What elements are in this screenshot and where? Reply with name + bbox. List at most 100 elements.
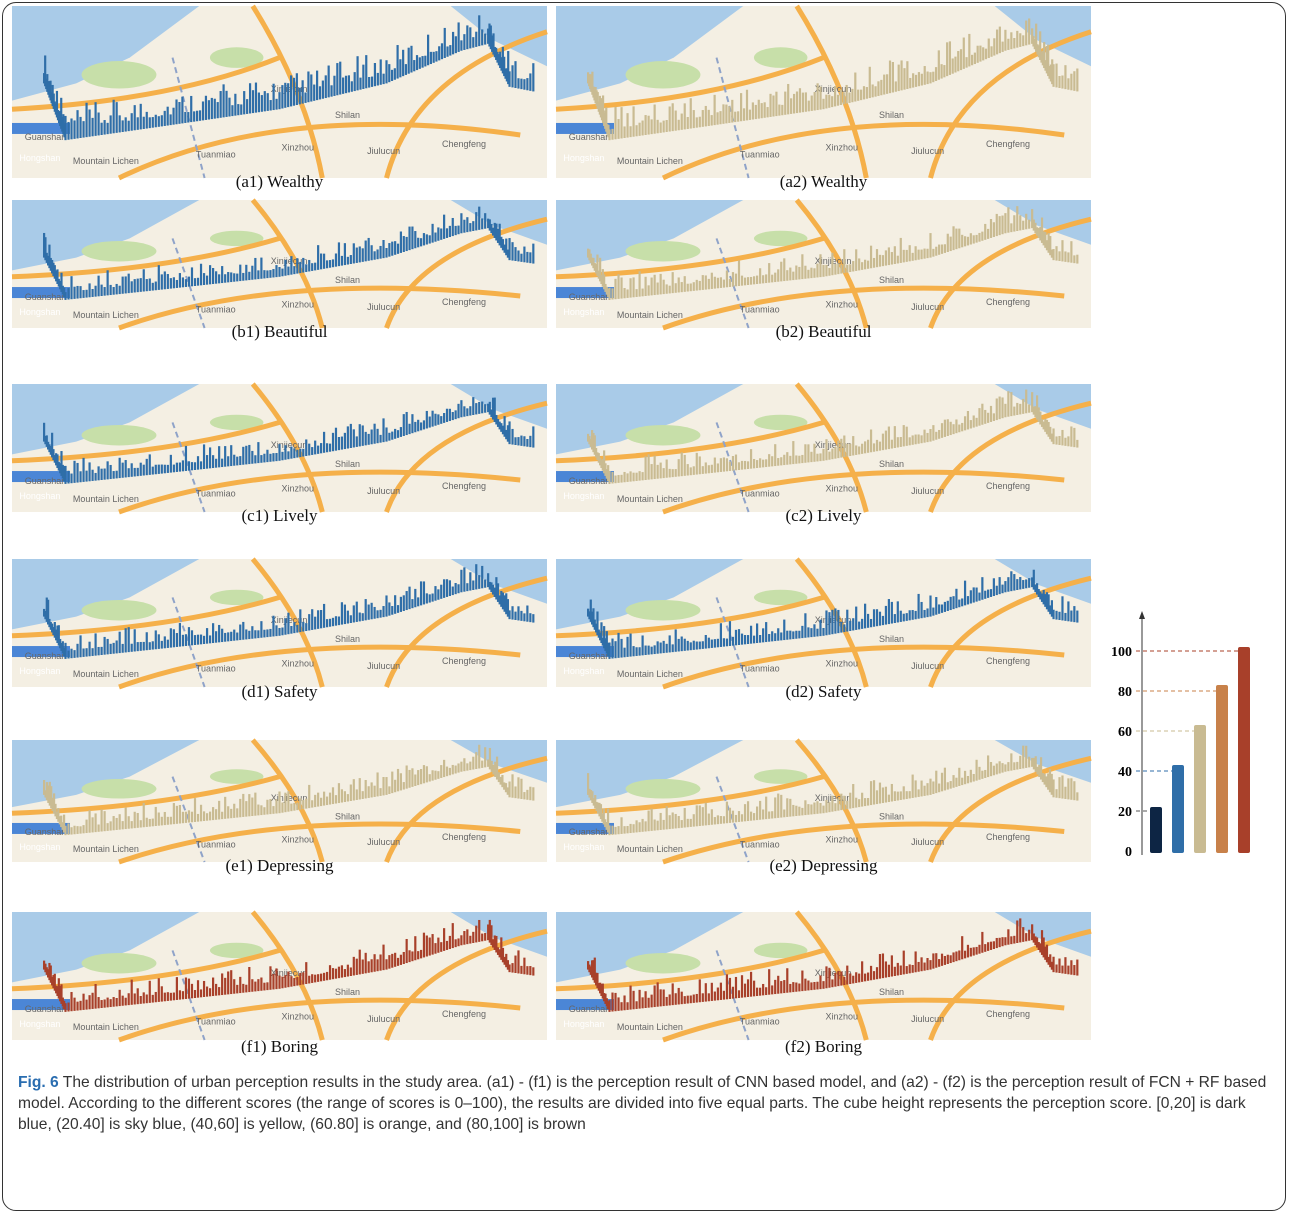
map-label: Tuanmiao [196,489,236,499]
map-panel: HongshanGuanshanMountain LichenTuanmiaoX… [556,912,1091,1040]
map-label: Xinzhou [282,300,315,310]
caption: Fig. 6 The distribution of urban percept… [18,1072,1276,1135]
caption-text: The distribution of urban perception res… [18,1074,1266,1133]
map-label: Chengfeng [442,139,486,149]
map-label: Xinzhou [826,142,859,152]
map-label: Mountain Lichen [617,494,683,504]
map-label: Shilan [335,459,360,469]
map-label: Guanshan [569,827,611,837]
map-label: Xinzhou [282,142,315,152]
map-label: Jiulucun [367,146,400,156]
map-label: Mountain Lichen [617,844,683,854]
map-label: Hongshan [563,307,604,317]
panel-label: (c1) Lively [242,506,318,525]
map-label: Hongshan [19,1019,60,1029]
panel-label: (e1) Depressing [225,856,334,875]
panel-label: (e2) Depressing [769,856,878,875]
map-label: Xinzhou [282,1012,315,1022]
park [82,61,157,89]
map-label: Xinzhou [826,659,859,669]
map-label: Tuanmiao [740,305,780,315]
bar [1172,765,1184,853]
panel-label: (b2) Beautiful [776,322,872,341]
map-label: Hongshan [563,153,604,163]
map-label: Xinjiecun [815,440,852,450]
map-label: Shilan [335,634,360,644]
map-label: Xinzhou [282,659,315,669]
map-label: Chengfeng [442,297,486,307]
map-label: Jiulucun [911,837,944,847]
map-label: Jiulucun [911,302,944,312]
map-label: Jiulucun [367,486,400,496]
park [626,779,701,799]
map-label: Mountain Lichen [73,844,139,854]
map-panel: HongshanGuanshanMountain LichenTuanmiaoX… [12,200,547,328]
y-tick-label: 40 [1118,765,1132,780]
map-label: Xinzhou [826,834,859,844]
map-label: Shilan [879,110,904,120]
map-label: Mountain Lichen [617,1022,683,1032]
panel-label: (b1) Beautiful [232,322,328,341]
map-label: Guanshan [569,132,611,142]
map-label: Hongshan [563,666,604,676]
map-label: Shilan [335,110,360,120]
map-label: Mountain Lichen [73,156,139,166]
panel-label: (d2) Safety [785,682,862,701]
caption-label: Fig. 6 [18,1074,59,1091]
map-label: Tuanmiao [740,1017,780,1027]
map-label: Jiulucun [367,302,400,312]
panel-label: (a2) Wealthy [780,172,868,191]
map-label: Chengfeng [442,656,486,666]
map-label: Hongshan [19,491,60,501]
axis-arrow [1139,611,1145,619]
map-label: Jiulucun [367,837,400,847]
park [82,600,157,620]
map-panel: HongshanGuanshanMountain LichenTuanmiaoX… [556,559,1091,687]
map-label: Chengfeng [986,1009,1030,1019]
map-label: Shilan [335,987,360,997]
map-label: Tuanmiao [740,664,780,674]
map-label: Jiulucun [911,146,944,156]
bar [1150,807,1162,853]
y-tick-label: 60 [1118,725,1132,740]
map-panel: HongshanGuanshanMountain LichenTuanmiaoX… [12,559,547,687]
map-panel: HongshanGuanshanMountain LichenTuanmiaoX… [12,912,547,1040]
map-label: Xinzhou [282,834,315,844]
map-label: Chengfeng [442,832,486,842]
map-label: Tuanmiao [740,839,780,849]
map-label: Shilan [879,459,904,469]
map-label: Mountain Lichen [73,310,139,320]
park [626,241,701,261]
y-tick-label: 80 [1118,685,1132,700]
map-label: Mountain Lichen [73,494,139,504]
map-label: Shilan [879,634,904,644]
map-label: Shilan [879,987,904,997]
panel-label: (f1) Boring [241,1037,318,1056]
map-label: Hongshan [19,307,60,317]
map-panel: HongshanGuanshanMountain LichenTuanmiaoX… [556,6,1091,178]
map-label: Guanshan [25,132,67,142]
map-label: Jiulucun [911,1014,944,1024]
map-label: Tuanmiao [740,489,780,499]
map-label: Guanshan [569,292,611,302]
map-label: Hongshan [19,666,60,676]
map-label: Chengfeng [986,656,1030,666]
map-label: Xinzhou [826,300,859,310]
map-label: Mountain Lichen [617,156,683,166]
map-label: Xinzhou [826,484,859,494]
y-tick-label: 100 [1111,645,1132,660]
map-label: Xinjiecun [271,440,308,450]
map-label: Guanshan [569,1004,611,1014]
bar [1194,725,1206,853]
map-label: Shilan [879,275,904,285]
map-label: Chengfeng [986,297,1030,307]
map-label: Tuanmiao [196,149,236,159]
map-label: Xinzhou [282,484,315,494]
panel-label: (f2) Boring [785,1037,862,1056]
map-label: Guanshan [569,476,611,486]
park [82,953,157,973]
map-label: Tuanmiao [196,1017,236,1027]
map-label: Hongshan [563,491,604,501]
map-label: Shilan [879,811,904,821]
